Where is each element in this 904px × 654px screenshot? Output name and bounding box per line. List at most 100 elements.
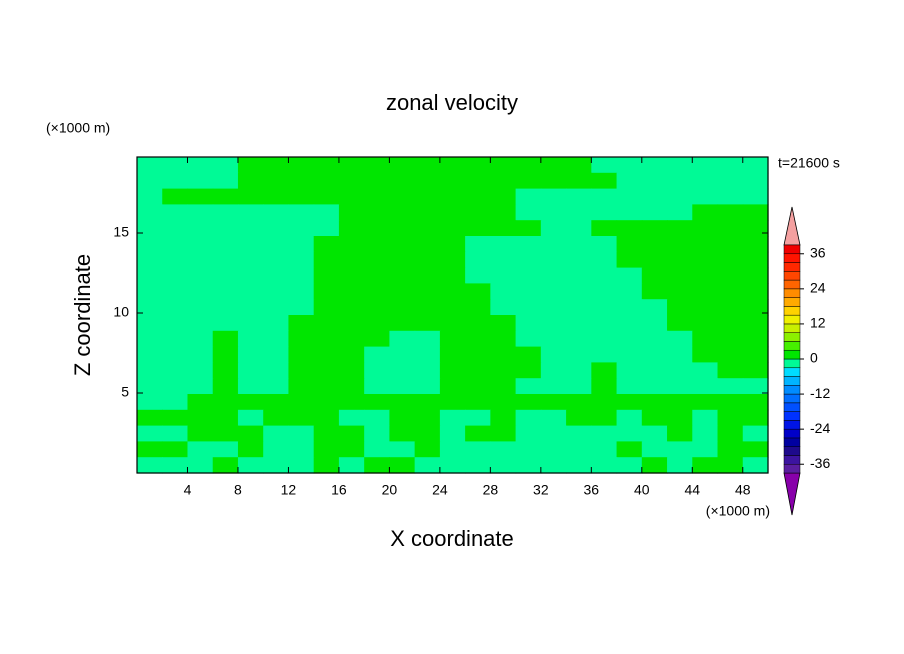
contour-cell (742, 346, 769, 363)
contour-cell (389, 220, 416, 237)
contour-cell (616, 362, 643, 379)
contour-cell (137, 172, 163, 190)
contour-cell (515, 346, 542, 363)
contour-cell (364, 204, 390, 221)
contour-cell (439, 267, 466, 284)
contour-cell (137, 441, 163, 458)
contour-cell (566, 330, 592, 348)
chart-title: zonal velocity (386, 90, 518, 115)
x-tick-label: 32 (533, 482, 549, 498)
colorbar-bin (783, 341, 801, 351)
colorbar-bin (783, 349, 801, 360)
contour-cell (667, 236, 693, 253)
contour-cell (212, 283, 239, 300)
contour-cell (414, 441, 441, 458)
contour-cell (566, 172, 592, 190)
contour-cell (439, 315, 466, 332)
contour-cell (237, 188, 264, 205)
contour-cell (566, 251, 592, 269)
contour-cell (616, 315, 643, 332)
contour-cell (212, 236, 239, 253)
contour-cell (414, 283, 441, 300)
contour-cell (364, 330, 390, 348)
contour-cell (439, 204, 466, 221)
contour-cell (742, 457, 769, 474)
contour-cell (465, 441, 491, 458)
contour-cell (667, 457, 693, 474)
contour-cell (187, 220, 214, 237)
contour-cell (717, 394, 744, 411)
x-tick-label: 36 (584, 482, 600, 498)
contour-cell (641, 267, 668, 284)
contour-cell (540, 378, 567, 395)
contour-cell (137, 267, 163, 284)
contour-cell (490, 425, 517, 442)
contour-cell (212, 457, 239, 474)
contour-cell (439, 362, 466, 379)
contour-cell (187, 236, 214, 253)
contour-cell (414, 299, 441, 316)
contour-cell (414, 236, 441, 253)
contour-cell (692, 394, 719, 411)
contour-cell (288, 267, 315, 284)
contour-cell (641, 362, 668, 379)
contour-cell (540, 204, 567, 221)
contour-cell (742, 394, 769, 411)
contour-cell (667, 204, 693, 221)
plot-frame (136, 156, 769, 474)
contour-cell (566, 441, 592, 458)
contour-cell (389, 409, 416, 427)
contour-cell (742, 188, 769, 205)
contour-cell (692, 441, 719, 458)
contour-cell (439, 378, 466, 395)
contour-cell (364, 378, 390, 395)
contour-cell (641, 315, 668, 332)
contour-cell (263, 204, 290, 221)
contour-cell (187, 441, 214, 458)
contour-cell (162, 299, 189, 316)
contour-cell (364, 236, 390, 253)
contour-cell (212, 330, 239, 348)
contour-cell (187, 172, 214, 190)
contour-cell (288, 188, 315, 205)
contour-cell (187, 251, 214, 269)
contour-cell (692, 362, 719, 379)
contour-cell (566, 409, 592, 427)
contour-cell (692, 236, 719, 253)
contour-cell (515, 394, 542, 411)
contour-cell (187, 362, 214, 379)
contour-cell (162, 267, 189, 284)
contour-cell (162, 188, 189, 205)
contour-cell (465, 362, 491, 379)
contour-cell (465, 315, 491, 332)
contour-cell (313, 394, 340, 411)
contour-cell (137, 394, 163, 411)
contour-cell (515, 409, 542, 427)
contour-cell (616, 188, 643, 205)
colorbar-bin (783, 358, 801, 369)
contour-cell (616, 378, 643, 395)
contour-cell (490, 251, 517, 269)
contour-cell (591, 346, 618, 363)
contour-cell (439, 441, 466, 458)
contour-cell (439, 394, 466, 411)
contour-cell (237, 204, 264, 221)
contour-cell (313, 267, 340, 284)
colorbar-tick-label: -24 (810, 420, 830, 436)
contour-cell (717, 283, 744, 300)
contour-cell (288, 204, 315, 221)
contour-cell (414, 346, 441, 363)
x-tick-label: 28 (483, 482, 499, 498)
contour-cell (313, 172, 340, 190)
colorbar-tick-label: 36 (810, 244, 826, 260)
contour-cell (717, 441, 744, 458)
contour-cell (566, 425, 592, 442)
contour-cell (667, 188, 693, 205)
contour-cell (338, 220, 365, 237)
contour-cell (338, 425, 365, 442)
contour-cell (162, 378, 189, 395)
contour-cell (490, 315, 517, 332)
contour-cell (465, 283, 491, 300)
contour-cell (692, 204, 719, 221)
contour-cell (591, 172, 618, 190)
